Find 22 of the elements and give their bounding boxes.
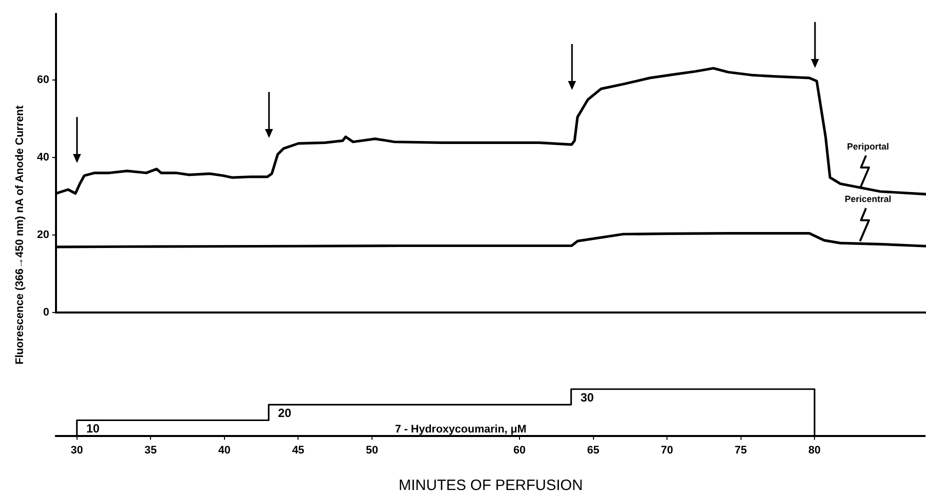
x-tick-label: 60	[513, 444, 526, 456]
x-tick-label: 50	[366, 444, 378, 456]
x-tick-label: 65	[587, 444, 600, 456]
x-tick-label: 75	[734, 444, 747, 456]
text: Pericentral	[844, 194, 892, 204]
y-axis-title: Fluorescence (366→450 nm) nA of Anode Current	[14, 106, 26, 364]
x-tick-label: 70	[660, 444, 674, 456]
y-tick-label: 40	[36, 151, 50, 164]
x-tick-label: 80	[808, 444, 821, 456]
x-axis-title: MINUTES OF PERFUSION	[398, 477, 583, 494]
x-tick-label: 30	[70, 444, 84, 456]
text: Periportal	[846, 141, 890, 152]
y-tick-label: 60	[36, 74, 50, 86]
data-label: 20	[278, 406, 292, 420]
x-tick-label: 45	[292, 444, 304, 456]
data-label: 10	[86, 422, 100, 436]
y-tick-label: 0	[43, 306, 50, 318]
x-tick-label: 35	[144, 444, 157, 456]
x-tick-label: 40	[218, 444, 231, 456]
annotation: 7 - Hydroxycoumarin, μM	[395, 423, 526, 436]
y-tick-label: 20	[36, 228, 50, 241]
data-label: 30	[580, 390, 594, 404]
